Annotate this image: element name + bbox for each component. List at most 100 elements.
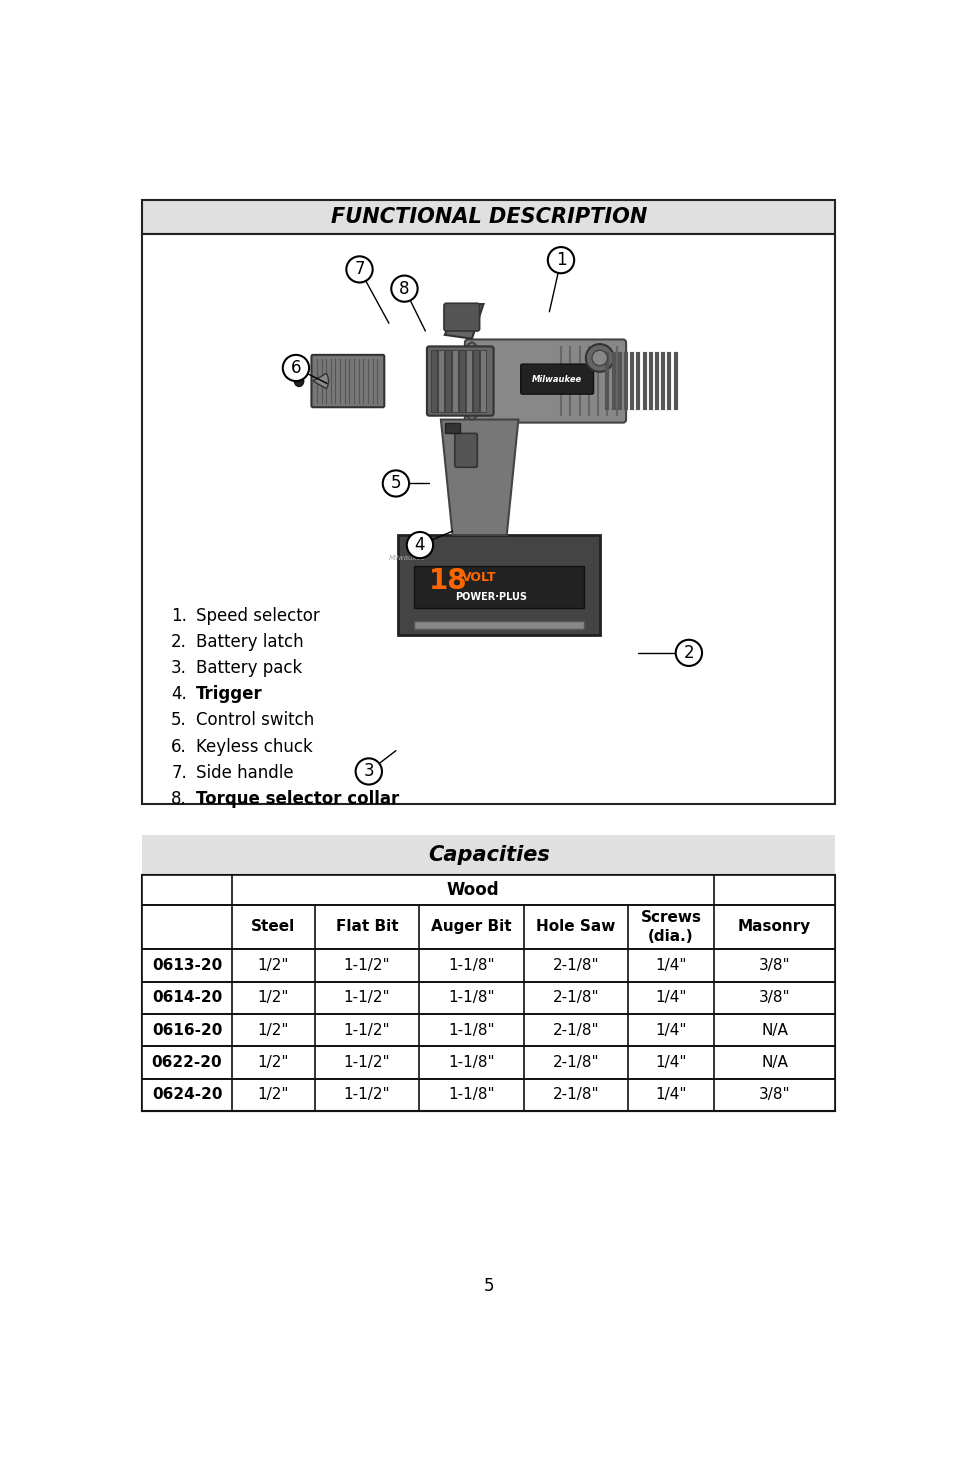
Text: 1-1/8": 1-1/8" xyxy=(448,1087,495,1102)
Text: Auger Bit: Auger Bit xyxy=(431,919,511,935)
Bar xyxy=(458,350,464,412)
Text: 4.: 4. xyxy=(171,686,187,704)
Text: 1/4": 1/4" xyxy=(655,1055,686,1069)
FancyBboxPatch shape xyxy=(427,347,493,416)
Text: 2-1/8": 2-1/8" xyxy=(552,1055,598,1069)
Bar xyxy=(142,904,835,950)
Text: 1/4": 1/4" xyxy=(655,957,686,974)
Text: 0616-20: 0616-20 xyxy=(152,1022,222,1037)
Text: 1-1/8": 1-1/8" xyxy=(448,1055,495,1069)
Text: 2.: 2. xyxy=(171,633,187,650)
Text: 1-1/2": 1-1/2" xyxy=(343,1087,390,1102)
Text: 5.: 5. xyxy=(171,711,187,729)
Text: 8.: 8. xyxy=(171,791,187,808)
Text: Keyless chuck: Keyless chuck xyxy=(195,738,313,755)
Text: 1/2": 1/2" xyxy=(257,957,289,974)
Wedge shape xyxy=(313,373,328,389)
Text: 5: 5 xyxy=(391,475,401,493)
Circle shape xyxy=(406,532,433,558)
Text: Torque selector collar: Torque selector collar xyxy=(195,791,398,808)
Bar xyxy=(142,1078,835,1111)
Text: Side handle: Side handle xyxy=(195,764,294,782)
Text: 4: 4 xyxy=(415,535,425,555)
Polygon shape xyxy=(440,419,517,535)
Text: 1-1/2": 1-1/2" xyxy=(343,1055,390,1069)
Text: 2: 2 xyxy=(683,645,694,662)
Text: 5: 5 xyxy=(483,1277,494,1295)
Bar xyxy=(142,835,835,875)
Bar xyxy=(142,1046,835,1078)
Ellipse shape xyxy=(294,376,303,386)
Text: 2-1/8": 2-1/8" xyxy=(552,990,598,1006)
Text: Battery pack: Battery pack xyxy=(195,659,302,677)
Text: Milwaukee: Milwaukee xyxy=(389,555,426,560)
Text: Milwaukee: Milwaukee xyxy=(532,375,581,384)
Text: 2-1/8": 2-1/8" xyxy=(552,957,598,974)
Bar xyxy=(142,875,835,904)
Bar xyxy=(414,621,583,628)
Text: 6.: 6. xyxy=(171,738,187,755)
FancyBboxPatch shape xyxy=(520,364,593,394)
Text: 1/2": 1/2" xyxy=(257,990,289,1006)
Text: 1/2": 1/2" xyxy=(257,1022,289,1037)
Bar xyxy=(142,875,835,1111)
Bar xyxy=(142,201,835,235)
Text: 3/8": 3/8" xyxy=(758,990,789,1006)
Bar xyxy=(142,1013,835,1046)
Text: 1-1/2": 1-1/2" xyxy=(343,957,390,974)
Bar xyxy=(431,350,436,412)
Bar xyxy=(397,535,599,636)
Text: 1-1/2": 1-1/2" xyxy=(343,1022,390,1037)
Text: Speed selector: Speed selector xyxy=(195,606,319,624)
Text: 2-1/8": 2-1/8" xyxy=(552,1022,598,1037)
Text: FUNCTIONAL DESCRIPTION: FUNCTIONAL DESCRIPTION xyxy=(331,207,646,227)
Text: Masonry: Masonry xyxy=(737,919,810,935)
Circle shape xyxy=(391,276,417,302)
Text: 3: 3 xyxy=(363,763,374,780)
Text: 0622-20: 0622-20 xyxy=(152,1055,222,1069)
Bar xyxy=(479,350,485,412)
Text: Steel: Steel xyxy=(251,919,294,935)
Text: 18: 18 xyxy=(429,568,468,596)
Text: POWER·PLUS: POWER·PLUS xyxy=(455,591,527,602)
Text: Wood: Wood xyxy=(446,881,498,900)
Text: 1/4": 1/4" xyxy=(655,990,686,1006)
Text: VOLT: VOLT xyxy=(462,571,497,584)
Bar xyxy=(465,350,472,412)
Text: N/A: N/A xyxy=(760,1055,787,1069)
Text: 2-1/8": 2-1/8" xyxy=(552,1087,598,1102)
Text: N/A: N/A xyxy=(760,1022,787,1037)
Text: 1-1/8": 1-1/8" xyxy=(448,957,495,974)
Bar xyxy=(142,982,835,1013)
Bar xyxy=(472,350,478,412)
Text: 1-1/8": 1-1/8" xyxy=(448,990,495,1006)
Text: Battery latch: Battery latch xyxy=(195,633,303,650)
Text: 6: 6 xyxy=(291,358,301,378)
Text: Control switch: Control switch xyxy=(195,711,314,729)
Bar xyxy=(414,566,583,608)
Text: 1/2": 1/2" xyxy=(257,1087,289,1102)
Text: 7.: 7. xyxy=(171,764,187,782)
Text: 1-1/2": 1-1/2" xyxy=(343,990,390,1006)
Bar xyxy=(452,350,457,412)
Text: 1.: 1. xyxy=(171,606,187,624)
Polygon shape xyxy=(444,304,483,339)
Circle shape xyxy=(592,350,607,366)
Bar xyxy=(142,235,835,804)
Circle shape xyxy=(675,640,701,665)
Ellipse shape xyxy=(459,342,483,419)
Circle shape xyxy=(282,355,309,381)
FancyBboxPatch shape xyxy=(443,304,479,330)
Text: 3/8": 3/8" xyxy=(758,1087,789,1102)
FancyBboxPatch shape xyxy=(464,339,625,423)
Text: Flat Bit: Flat Bit xyxy=(335,919,397,935)
Text: 8: 8 xyxy=(398,280,409,298)
Text: 0613-20: 0613-20 xyxy=(152,957,222,974)
Text: Trigger: Trigger xyxy=(195,686,262,704)
Text: 0614-20: 0614-20 xyxy=(152,990,222,1006)
Text: 3.: 3. xyxy=(171,659,187,677)
Bar xyxy=(444,350,451,412)
Text: Hole Saw: Hole Saw xyxy=(536,919,615,935)
Text: Screws
(dia.): Screws (dia.) xyxy=(639,910,700,944)
Circle shape xyxy=(547,248,574,273)
